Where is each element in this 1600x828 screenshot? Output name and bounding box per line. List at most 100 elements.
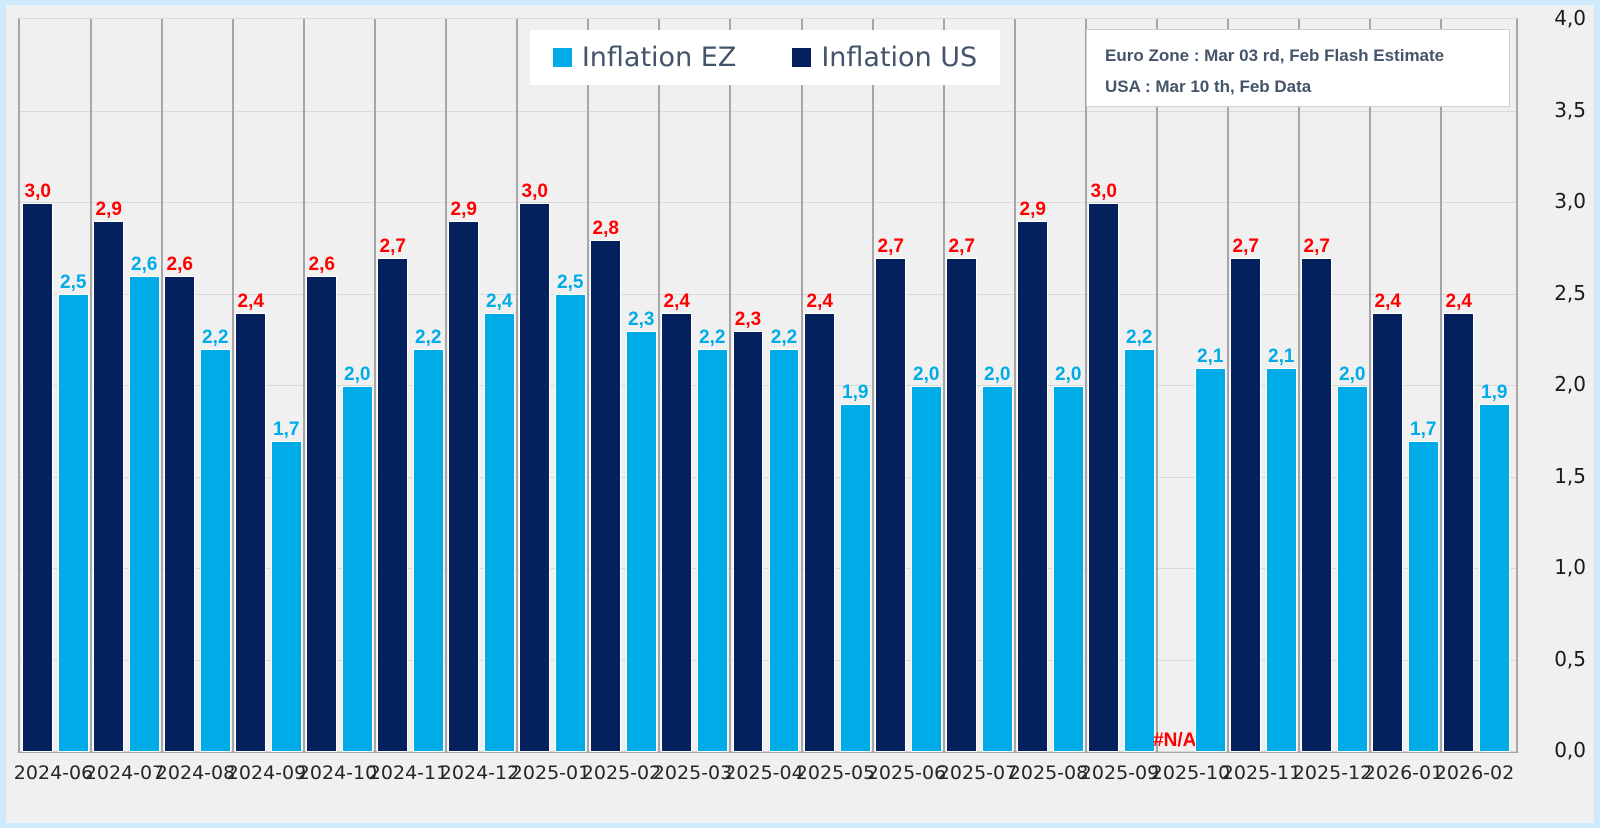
gridline (20, 660, 1516, 661)
bar-slot-us: 2,3 (730, 19, 766, 752)
chart-category-2025-02: 2,8 2,3 (588, 19, 659, 752)
bar-slot-ez: 1,7 (1406, 19, 1442, 752)
bar-us-2026-02[interactable]: 2,4 (1443, 292, 1474, 752)
x-axis-tick-label: 2025-02 (581, 762, 662, 784)
bar-ez-2025-10[interactable]: 2,1 (1194, 347, 1226, 752)
x-axis-tick-label: 2024-11 (368, 762, 449, 784)
bar-ez-2024-10[interactable]: 2,0 (341, 365, 373, 752)
category-separator (801, 19, 803, 752)
chart-category-2025-04: 2,3 2,2 (730, 19, 802, 752)
bar-slot-ez: 2,1 (1193, 19, 1229, 752)
bar-label-ez: 2,0 (913, 364, 940, 385)
chart-category-2024-12: 2,9 2,4 (446, 19, 517, 752)
bar-us-2025-04[interactable]: 2,3 (732, 310, 764, 752)
legend-item-inflation-ez[interactable]: Inflation EZ (552, 42, 736, 73)
bar-slot-us: 2,4 (659, 19, 695, 752)
bar-us-2025-07[interactable]: 2,7 (946, 237, 977, 752)
bar-label-us: 2,4 (1374, 291, 1401, 312)
bar-ez-2026-01[interactable]: 1,7 (1407, 420, 1439, 752)
bar-label-us: 2,4 (237, 291, 264, 312)
chart-category-2025-09: 3,0 2,2 (1086, 19, 1157, 752)
bar-slot-us: 2,4 (233, 19, 269, 752)
legend-item-inflation-us[interactable]: Inflation US (792, 42, 977, 73)
y-axis-tick-label: 0,0 (1554, 738, 1586, 762)
bar-us-2025-05[interactable]: 2,4 (804, 292, 835, 752)
bar-us-2024-10[interactable]: 2,6 (306, 255, 337, 752)
category-separator (658, 19, 660, 752)
bar-us-2024-09[interactable]: 2,4 (235, 292, 266, 752)
bar-us-2025-08[interactable]: 2,9 (1017, 200, 1048, 752)
bar-label-us: 2,3 (734, 309, 762, 330)
bar-ez-2025-05[interactable]: 1,9 (839, 383, 871, 752)
category-separator (587, 19, 589, 752)
x-axis-tick-label: 2025-12 (1292, 762, 1373, 784)
bar-ez-2025-01[interactable]: 2,5 (554, 273, 586, 752)
category-separator (161, 19, 163, 752)
bar-label-us: 2,4 (1445, 291, 1472, 312)
bar-ez-2025-06[interactable]: 2,0 (910, 365, 942, 752)
bar-slot-us: 3,0 (517, 19, 553, 752)
gridline (20, 294, 1516, 295)
bar-us-2025-10: #N/A (1153, 731, 1196, 752)
bar-slot-us: 3,0 (1086, 19, 1122, 752)
chart-category-2026-02: 2,4 1,9 (1441, 19, 1512, 752)
bar-us-2024-11[interactable]: 2,7 (377, 237, 408, 752)
bar-us-2024-12[interactable]: 2,9 (448, 200, 479, 752)
legend-swatch-us-icon (792, 48, 812, 67)
bar-ez-2024-11[interactable]: 2,2 (412, 328, 444, 752)
bar-ez-2026-02[interactable]: 1,9 (1478, 383, 1510, 752)
bar-us-2026-01[interactable]: 2,4 (1372, 292, 1403, 752)
gridline (20, 111, 1516, 112)
bar-label-ez: 2,1 (1197, 346, 1224, 367)
bar-us-2025-01[interactable]: 3,0 (519, 182, 550, 752)
bar-label-us: 2,7 (1232, 236, 1259, 257)
bar-ez-2024-08[interactable]: 2,2 (199, 328, 231, 752)
bar-ez-2025-11[interactable]: 2,1 (1265, 347, 1297, 752)
bar-ez-2025-08[interactable]: 2,0 (1052, 365, 1084, 752)
bar-slot-ez: 2,0 (1335, 19, 1371, 752)
bar-us-2025-02[interactable]: 2,8 (590, 219, 621, 752)
bar-slot-ez: 2,0 (1051, 19, 1087, 752)
bar-ez-2025-02[interactable]: 2,3 (625, 310, 657, 752)
bar-us-2024-06[interactable]: 3,0 (22, 182, 53, 752)
gridline (20, 202, 1516, 203)
bar-label-us: 2,7 (1303, 236, 1330, 257)
bar-us-2025-06[interactable]: 2,7 (875, 237, 906, 752)
bar-label-ez: 2,2 (1126, 327, 1153, 348)
bar-us-2024-08[interactable]: 2,6 (164, 255, 195, 752)
x-axis-tick-label: 2026-02 (1434, 762, 1515, 784)
x-axis-tick-label: 2024-10 (297, 762, 378, 784)
annotation-line-euro-zone: Euro Zone : Mar 03 rd, Feb Flash Estimat… (1105, 46, 1445, 65)
bar-us-2025-03[interactable]: 2,4 (661, 292, 692, 752)
gridline (20, 568, 1516, 569)
bar-us-2024-07[interactable]: 2,9 (93, 200, 124, 752)
bar-ez-2025-12[interactable]: 2,0 (1336, 365, 1368, 752)
bar-label-ez: 2,6 (131, 254, 158, 275)
bar-slot-ez: 2,1 (1264, 19, 1300, 752)
bar-us-2025-11[interactable]: 2,7 (1230, 237, 1261, 752)
y-axis-tick-label: 2,5 (1554, 281, 1586, 305)
chart-category-2024-07: 2,9 2,6 (91, 19, 162, 752)
bar-label-us: 2,4 (663, 291, 690, 312)
bar-slot-ez: 2,2 (695, 19, 731, 752)
bar-slot-ez: 1,9 (838, 19, 874, 752)
bar-us-2025-12[interactable]: 2,7 (1301, 237, 1332, 752)
bar-ez-2024-07[interactable]: 2,6 (128, 255, 160, 752)
bar-us-2025-09[interactable]: 3,0 (1088, 182, 1119, 752)
chart-category-2025-06: 2,7 2,0 (873, 19, 944, 752)
bar-label-us: 2,7 (948, 236, 975, 257)
bar-ez-2025-03[interactable]: 2,2 (696, 328, 728, 752)
bar-slot-us: 2,9 (446, 19, 482, 752)
bar-slot-us: 2,7 (375, 19, 411, 752)
bar-ez-2025-04[interactable]: 2,2 (768, 328, 800, 752)
bar-label-us: 2,6 (166, 254, 193, 275)
bar-ez-2024-12[interactable]: 2,4 (483, 292, 515, 752)
y-axis-tick-label: 4,0 (1554, 6, 1586, 30)
bar-ez-2024-09[interactable]: 1,7 (270, 420, 302, 752)
bar-ez-2024-06[interactable]: 2,5 (57, 273, 89, 752)
bar-ez-2025-09[interactable]: 2,2 (1123, 328, 1155, 752)
bar-ez-2025-07[interactable]: 2,0 (981, 365, 1013, 752)
bar-slot-ez: 2,2 (198, 19, 234, 752)
bar-label-us: 3,0 (1090, 181, 1117, 202)
bar-slot-ez: 2,3 (624, 19, 660, 752)
